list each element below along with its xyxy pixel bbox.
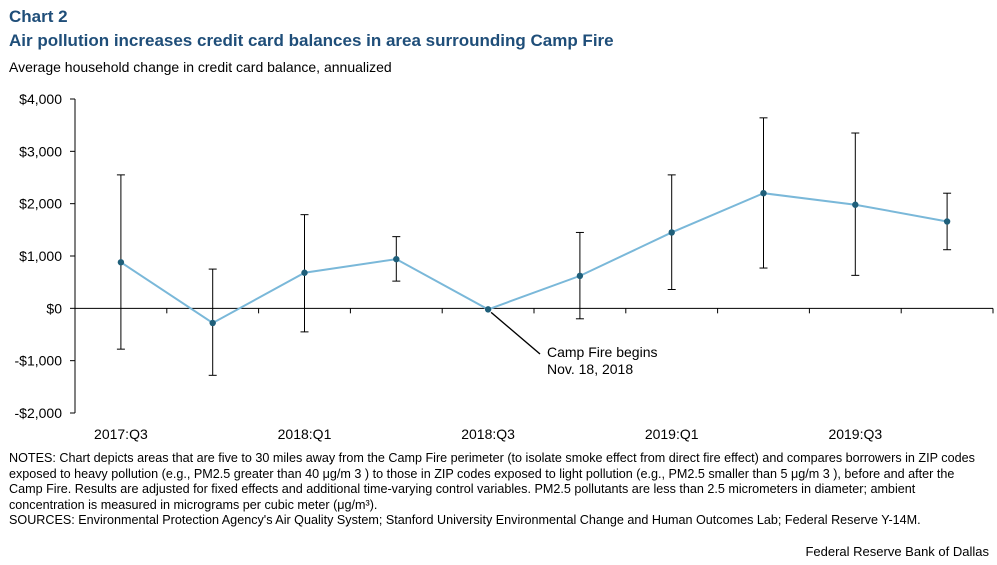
chart-title: Air pollution increases credit card bala… <box>9 31 614 50</box>
data-point <box>852 201 859 208</box>
y-tick-label: -$1,000 <box>15 353 63 369</box>
sources-text: SOURCES: Environmental Protection Agency… <box>9 513 921 528</box>
chart-subtitle: Average household change in credit card … <box>9 59 392 75</box>
x-tick-label: 2017:Q3 <box>94 426 148 442</box>
x-tick-label: 2018:Q1 <box>278 426 332 442</box>
notes-block: NOTES: Chart depicts areas that are five… <box>9 451 987 529</box>
y-tick-label: $4,000 <box>19 91 62 107</box>
x-tick-label: 2018:Q3 <box>461 426 515 442</box>
notes-text: NOTES: Chart depicts areas that are five… <box>9 451 975 512</box>
y-tick-label: $2,000 <box>19 196 62 212</box>
data-point <box>393 255 400 263</box>
data-point <box>576 272 584 280</box>
y-tick-label: -$2,000 <box>15 405 63 421</box>
credit-text: Federal Reserve Bank of Dallas <box>805 544 989 559</box>
chart-label: Chart 2 <box>9 7 68 26</box>
y-tick-label: $1,000 <box>19 248 62 264</box>
series-line <box>120 192 948 325</box>
data-point <box>943 218 951 225</box>
data-point <box>209 319 216 327</box>
data-point <box>117 259 125 266</box>
chart-plot-area: $4,000 $3,000 $2,000 $1,000 $0 -$1,000 -$2,000… <box>15 91 994 442</box>
annotation-leader-line <box>490 311 541 355</box>
data-point <box>760 190 767 197</box>
y-tick-label: $0 <box>46 300 62 316</box>
data-point <box>301 269 308 276</box>
x-tick-label: 2019:Q1 <box>645 426 699 442</box>
annotation-label: Camp Fire begins <box>547 344 658 360</box>
y-tick-label: $3,000 <box>19 143 62 159</box>
data-point <box>484 306 492 313</box>
annotation-date: Nov. 18, 2018 <box>547 361 633 377</box>
x-tick-label: 2019:Q3 <box>828 426 882 442</box>
data-point <box>668 229 675 236</box>
